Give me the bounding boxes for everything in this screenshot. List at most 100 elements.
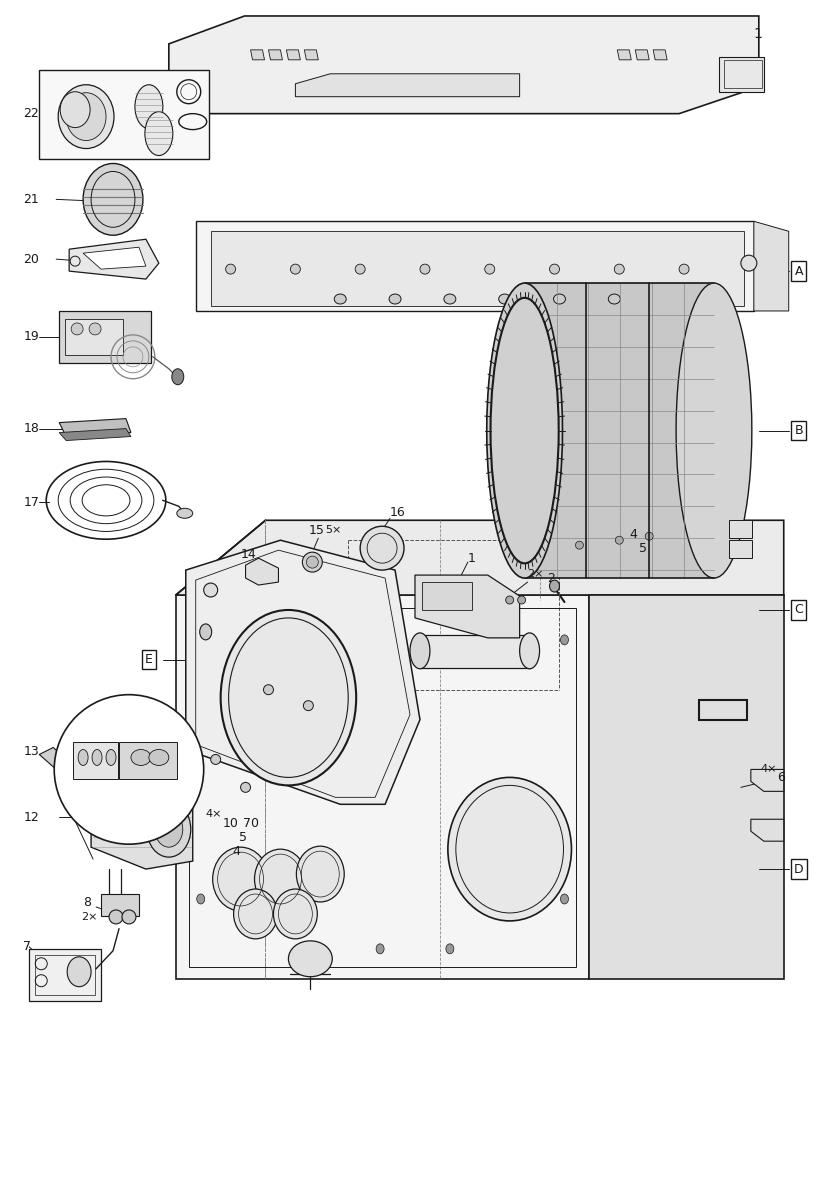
Polygon shape: [729, 540, 752, 558]
Ellipse shape: [147, 802, 191, 857]
Polygon shape: [83, 247, 145, 269]
Bar: [30, 949, 101, 1001]
Ellipse shape: [106, 750, 116, 766]
Ellipse shape: [213, 847, 269, 911]
Polygon shape: [295, 73, 520, 97]
Ellipse shape: [122, 910, 136, 924]
Ellipse shape: [264, 685, 274, 695]
Text: 5: 5: [238, 830, 247, 844]
Ellipse shape: [149, 750, 169, 766]
Polygon shape: [304, 50, 318, 60]
Polygon shape: [196, 221, 754, 311]
Ellipse shape: [58, 85, 114, 149]
Text: 15: 15: [308, 523, 324, 536]
Ellipse shape: [204, 583, 218, 598]
Bar: [35, 955, 95, 995]
Ellipse shape: [355, 264, 365, 274]
Text: E: E: [145, 653, 153, 666]
Ellipse shape: [446, 944, 454, 954]
Text: B: B: [794, 424, 803, 437]
Ellipse shape: [487, 283, 562, 578]
Text: 2×: 2×: [528, 569, 544, 580]
Ellipse shape: [255, 850, 307, 908]
Ellipse shape: [448, 778, 571, 920]
Polygon shape: [524, 283, 714, 578]
Ellipse shape: [677, 283, 752, 578]
Ellipse shape: [145, 112, 173, 156]
Text: 4: 4: [233, 845, 241, 858]
Text: 2×: 2×: [229, 710, 245, 721]
Ellipse shape: [518, 596, 525, 604]
Ellipse shape: [499, 294, 510, 304]
Bar: [59, 311, 151, 362]
Ellipse shape: [89, 323, 101, 335]
Ellipse shape: [302, 552, 322, 572]
Text: 19: 19: [23, 330, 39, 343]
Bar: [719, 56, 764, 91]
Ellipse shape: [72, 323, 83, 335]
Ellipse shape: [575, 541, 584, 550]
Ellipse shape: [196, 635, 205, 644]
Polygon shape: [286, 50, 300, 60]
Ellipse shape: [376, 944, 384, 954]
Polygon shape: [39, 748, 69, 769]
Text: 5×: 5×: [326, 526, 342, 535]
Ellipse shape: [196, 894, 205, 904]
Ellipse shape: [83, 163, 143, 235]
Ellipse shape: [200, 624, 212, 640]
Ellipse shape: [155, 811, 182, 847]
Ellipse shape: [289, 941, 332, 977]
Ellipse shape: [67, 956, 91, 986]
Ellipse shape: [233, 889, 278, 938]
Ellipse shape: [92, 750, 102, 766]
Polygon shape: [374, 82, 388, 91]
Bar: [39, 70, 209, 160]
Polygon shape: [69, 239, 159, 280]
Ellipse shape: [297, 846, 344, 902]
Ellipse shape: [741, 256, 757, 271]
Polygon shape: [750, 820, 783, 841]
Text: 70: 70: [242, 817, 259, 829]
Text: 14: 14: [241, 547, 256, 560]
Ellipse shape: [274, 889, 317, 938]
Polygon shape: [617, 50, 631, 60]
Ellipse shape: [66, 92, 106, 140]
Text: 11: 11: [252, 718, 268, 730]
Text: 6: 6: [777, 770, 785, 784]
Text: 4×: 4×: [761, 764, 778, 774]
Text: 2×: 2×: [81, 912, 98, 922]
Ellipse shape: [520, 632, 539, 668]
Polygon shape: [246, 558, 279, 586]
Ellipse shape: [616, 536, 623, 544]
Ellipse shape: [335, 294, 346, 304]
Text: 18: 18: [23, 422, 39, 436]
Text: 10: 10: [223, 817, 238, 829]
Ellipse shape: [561, 635, 569, 644]
Text: 17: 17: [23, 496, 39, 509]
Bar: [724, 60, 762, 88]
Polygon shape: [186, 540, 420, 804]
Text: 20: 20: [23, 253, 39, 265]
Bar: [422, 582, 472, 610]
Bar: [73, 742, 118, 779]
Text: 4×: 4×: [206, 809, 222, 820]
Ellipse shape: [550, 264, 560, 274]
Ellipse shape: [78, 750, 88, 766]
Polygon shape: [392, 82, 406, 91]
Text: A: A: [794, 265, 803, 277]
Polygon shape: [653, 50, 667, 60]
Ellipse shape: [290, 264, 300, 274]
Ellipse shape: [645, 533, 653, 540]
Ellipse shape: [60, 91, 90, 127]
Polygon shape: [589, 595, 783, 979]
Bar: [101, 894, 139, 916]
Polygon shape: [635, 50, 649, 60]
Ellipse shape: [177, 509, 192, 518]
Ellipse shape: [210, 755, 220, 764]
Ellipse shape: [131, 750, 151, 766]
Text: 12: 12: [23, 811, 39, 823]
Text: 13: 13: [23, 745, 39, 758]
Polygon shape: [420, 635, 529, 667]
Bar: [119, 742, 177, 779]
Ellipse shape: [220, 610, 356, 785]
